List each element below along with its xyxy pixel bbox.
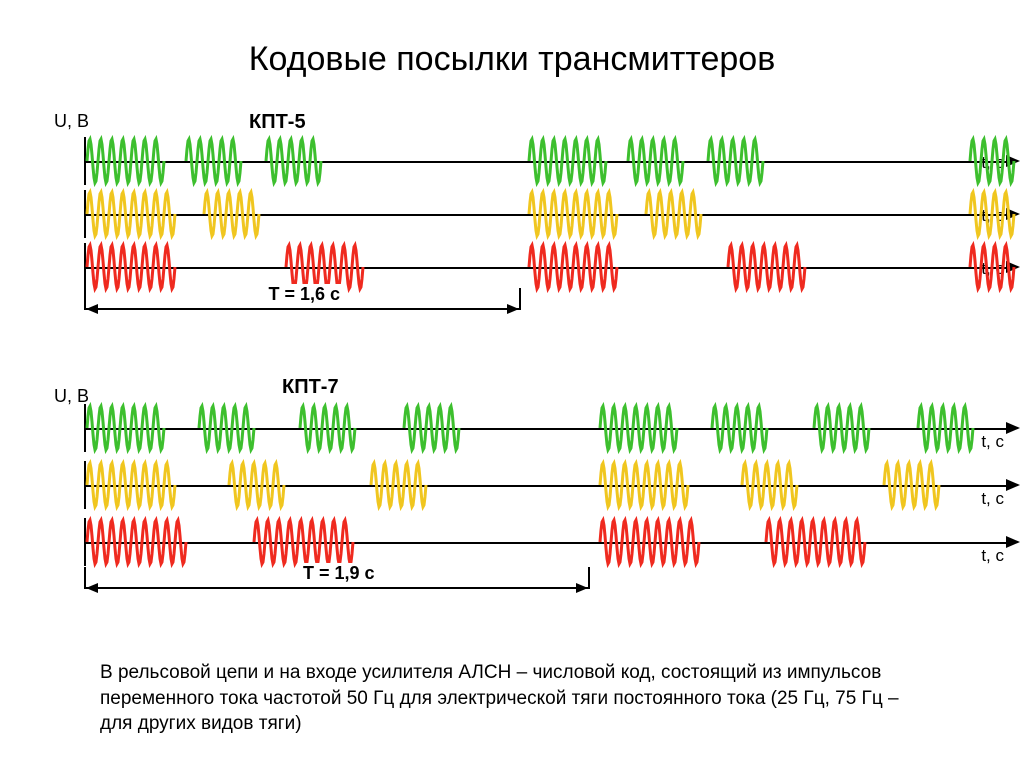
signal-burst bbox=[529, 137, 606, 185]
signal-burst bbox=[918, 404, 973, 452]
signal-burst bbox=[404, 404, 459, 452]
axis-tick bbox=[84, 243, 86, 291]
signal-burst bbox=[186, 137, 241, 185]
chart-area: U, ВКПТ-5t, сt, сt, сT = 1,6 сU, ВКПТ-7t… bbox=[84, 0, 984, 767]
signal-burst bbox=[87, 190, 175, 238]
y-axis-label: U, В bbox=[54, 111, 89, 132]
signal-burst bbox=[529, 190, 617, 238]
signal-burst bbox=[87, 404, 164, 452]
signal-burst bbox=[970, 137, 1014, 185]
footnote-text: В рельсовой цепи и на входе усилителя АЛ… bbox=[100, 660, 924, 737]
signal-burst bbox=[814, 404, 869, 452]
signal-burst bbox=[646, 190, 701, 238]
signal-burst bbox=[600, 461, 688, 509]
axis-arrow-icon bbox=[1006, 479, 1020, 491]
axis-arrow-icon bbox=[1006, 422, 1020, 434]
signal-row: t, с bbox=[84, 243, 1024, 291]
signal-burst bbox=[712, 404, 767, 452]
signal-burst bbox=[254, 518, 353, 566]
axis-arrow-icon bbox=[1006, 536, 1020, 548]
axis-tick bbox=[84, 461, 86, 509]
axis-tick bbox=[84, 518, 86, 566]
signal-burst bbox=[766, 518, 865, 566]
signal-burst bbox=[529, 243, 617, 291]
group-label: КПТ-7 bbox=[282, 376, 339, 399]
signal-burst bbox=[708, 137, 763, 185]
period-label: T = 1,6 с bbox=[263, 284, 347, 305]
signal-burst bbox=[970, 190, 1014, 238]
signal-burst bbox=[371, 461, 426, 509]
signal-burst bbox=[87, 461, 175, 509]
signal-burst bbox=[600, 518, 699, 566]
signal-burst bbox=[742, 461, 797, 509]
axis-tick bbox=[84, 404, 86, 452]
signal-burst bbox=[204, 190, 259, 238]
signal-burst bbox=[728, 243, 805, 291]
signal-burst bbox=[970, 243, 1014, 291]
time-axis bbox=[84, 542, 1012, 544]
time-axis bbox=[84, 485, 1012, 487]
axis-tick bbox=[84, 190, 86, 238]
signal-row: t, с bbox=[84, 518, 1024, 566]
signal-burst bbox=[87, 137, 164, 185]
signal-burst bbox=[628, 137, 683, 185]
signal-burst bbox=[229, 461, 284, 509]
axis-tick bbox=[84, 137, 86, 185]
signal-burst bbox=[87, 243, 175, 291]
x-axis-label: t, с bbox=[981, 489, 1004, 509]
period-label: T = 1,9 с bbox=[297, 563, 381, 584]
signal-row: t, с bbox=[84, 461, 1024, 509]
signal-burst bbox=[266, 137, 321, 185]
x-axis-label: t, с bbox=[981, 546, 1004, 566]
signal-row: t, с bbox=[84, 137, 1024, 185]
signal-burst bbox=[884, 461, 939, 509]
x-axis-label: t, с bbox=[981, 432, 1004, 452]
signal-burst bbox=[199, 404, 254, 452]
signal-burst bbox=[600, 404, 677, 452]
signal-row: t, с bbox=[84, 404, 1024, 452]
signal-row: t, с bbox=[84, 190, 1024, 238]
group-label: КПТ-5 bbox=[249, 111, 306, 134]
signal-burst bbox=[87, 518, 186, 566]
signal-burst bbox=[300, 404, 355, 452]
